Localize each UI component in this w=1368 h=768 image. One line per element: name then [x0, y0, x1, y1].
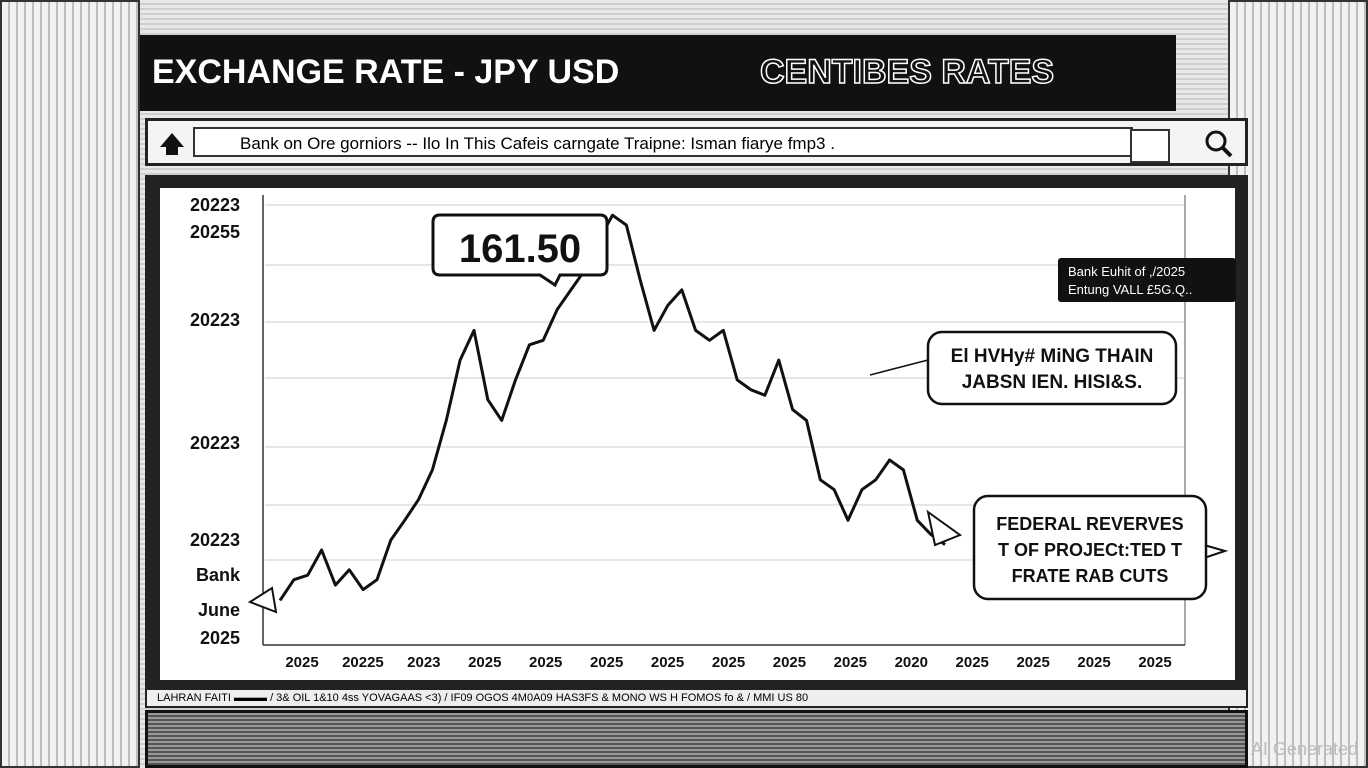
- header-title: EXCHANGE RATE - JPY USD: [152, 53, 620, 91]
- x-axis-label: 2025: [285, 654, 318, 671]
- ticker: LAHRAN FAITI ▬▬▬ / 3& OIL 1&10 4ss YOVAG…: [145, 688, 1248, 708]
- end-arrow: [926, 509, 963, 547]
- callout-1-pointer: [869, 359, 929, 376]
- y-axis-label: 20223: [190, 310, 240, 330]
- callout-2-box: [972, 494, 1208, 601]
- y-axis-label: 20223: [190, 530, 240, 550]
- header-subtitle: CENTIBES RATES: [759, 52, 1055, 92]
- search-bar[interactable]: Bank on Ore gorniors -- Ilo In This Cafe…: [145, 118, 1248, 166]
- search-text[interactable]: Bank on Ore gorniors -- Ilo In This Cafe…: [193, 127, 1133, 157]
- x-axis-label: 2025: [1016, 654, 1049, 671]
- callout-1-box: [926, 330, 1178, 406]
- home-icon[interactable]: [152, 123, 192, 163]
- x-axis-label: 2025: [1077, 654, 1110, 671]
- callout-2-text: FEDERAL REVERVES: [996, 514, 1183, 534]
- y-axis-label: 20255: [190, 222, 240, 242]
- search-icon[interactable]: [1198, 123, 1238, 163]
- x-axis-label: 2025: [468, 654, 501, 671]
- x-axis-label: 2023: [407, 654, 440, 671]
- callout-1-text: JABSN IEN. HISI&S.: [962, 372, 1143, 393]
- x-axis-label: 2020: [895, 654, 928, 671]
- x-axis-label: 2025: [1138, 654, 1171, 671]
- header: EXCHANGE RATE - JPY USD CENTIBES RATES: [140, 35, 1176, 111]
- x-axis-label: 2025: [773, 654, 806, 671]
- callout-2-text: T OF PROJECt:TED T: [998, 540, 1182, 560]
- y-axis-label: June: [198, 600, 240, 620]
- x-axis-label: 2025: [590, 654, 623, 671]
- y-axis-label: 20223: [190, 433, 240, 453]
- x-axis-label: 2025: [529, 654, 562, 671]
- left-wall: [0, 0, 140, 768]
- right-wall: [1228, 0, 1368, 768]
- note-text: Bank Euhit of ,/2025: [1068, 264, 1185, 279]
- x-axis-label: 2025: [956, 654, 989, 671]
- peak-callout-box: [431, 213, 609, 288]
- x-axis-label: 2025: [834, 654, 867, 671]
- x-axis-label: 2025: [712, 654, 745, 671]
- note-text: Entung VALL £5G.Q..: [1068, 282, 1192, 297]
- x-axis-label: 2025: [651, 654, 684, 671]
- y-axis-label: 20223: [190, 195, 240, 215]
- callout-2-pointer: [1203, 544, 1229, 559]
- callout-2-text: FRATE RAB CUTS: [1012, 566, 1169, 586]
- callout-1-text: El HVHy# MiNG THAIN: [951, 346, 1154, 367]
- start-arrow: [247, 586, 278, 614]
- watermark: AI Generated: [1250, 739, 1358, 759]
- x-axis-label: 20225: [342, 654, 384, 671]
- price-line: [278, 213, 946, 602]
- y-axis-label: Bank: [196, 565, 241, 585]
- bottom-panel: [145, 710, 1248, 768]
- y-axis-label: 2025: [200, 628, 240, 648]
- peak-label: 161.50: [459, 227, 581, 271]
- search-box[interactable]: [1130, 129, 1170, 163]
- note-box: [1058, 258, 1236, 302]
